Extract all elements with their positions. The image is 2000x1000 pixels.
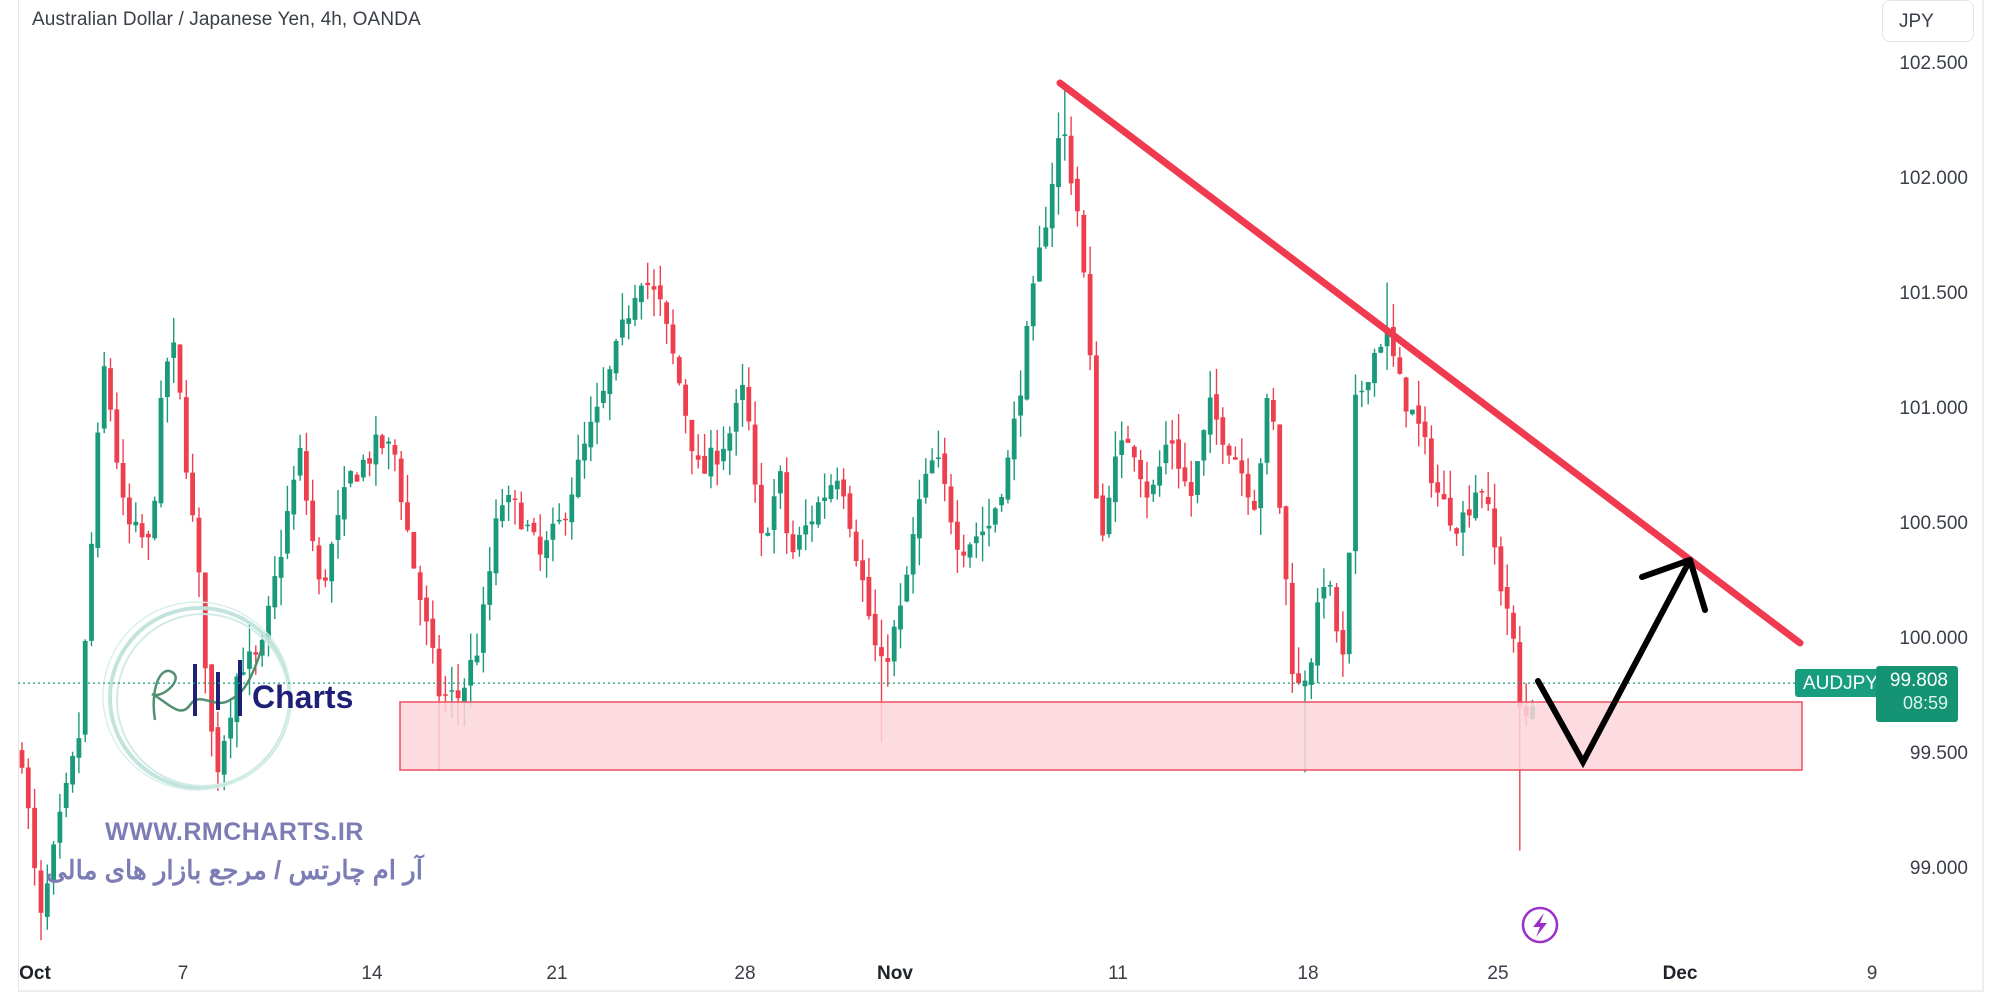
support-zone[interactable]	[399, 701, 1803, 771]
price-axis-label: 102.500	[1899, 53, 1968, 74]
watermark-tagline: آر ام چارتس / مرجع بازار های مالی	[46, 855, 423, 885]
watermark-brand: Charts	[252, 679, 353, 715]
chart-title: Australian Dollar / Japanese Yen, 4h, OA…	[32, 9, 421, 30]
time-axis-label: 14	[361, 963, 383, 984]
candlestick-series	[19, 82, 1535, 941]
time-axis-label: 28	[734, 963, 756, 984]
time-axis-label: 18	[1297, 963, 1319, 984]
time-axis-label: Nov	[877, 963, 913, 984]
watermark-url: WWW.RMCHARTS.IR	[105, 818, 364, 846]
bar-countdown: 08:59	[1902, 693, 1948, 713]
price-axis[interactable]: 102.500 102.000 101.500 101.000 100.500 100.0…	[1876, 0, 1984, 992]
time-axis-label: 21	[546, 963, 568, 984]
time-axis-label: Dec	[1662, 963, 1698, 984]
chart-frame	[18, 0, 1984, 992]
time-axis-label: 11	[1108, 963, 1128, 984]
last-price-badge: 99.808 08:59	[1876, 666, 1958, 722]
projection-arrow[interactable]	[1535, 557, 1708, 769]
price-axis-label: 101.000	[1899, 398, 1968, 419]
currency-selector[interactable]: JPY	[1882, 0, 1974, 42]
price-axis-label: 100.000	[1899, 628, 1968, 649]
price-axis-label: 99.000	[1909, 858, 1968, 879]
tradingview-logo-icon[interactable]	[1521, 906, 1559, 944]
price-axis-label: 100.500	[1899, 513, 1968, 534]
time-axis-label: 25	[1487, 963, 1509, 984]
rm-charts-logo: Charts	[102, 601, 353, 791]
last-price-value: 99.808	[1889, 670, 1948, 691]
descending-trendline[interactable]	[1056, 79, 1804, 647]
time-axis-label: 9	[1866, 963, 1878, 984]
time-axis-label: Oct	[19, 963, 51, 984]
price-axis-label: 101.500	[1899, 283, 1968, 304]
price-axis-label: 102.000	[1899, 168, 1968, 189]
symbol-label: AUDJPY	[1795, 669, 1886, 697]
time-axis-label: 7	[177, 963, 189, 984]
price-axis-label: 99.500	[1909, 743, 1968, 764]
